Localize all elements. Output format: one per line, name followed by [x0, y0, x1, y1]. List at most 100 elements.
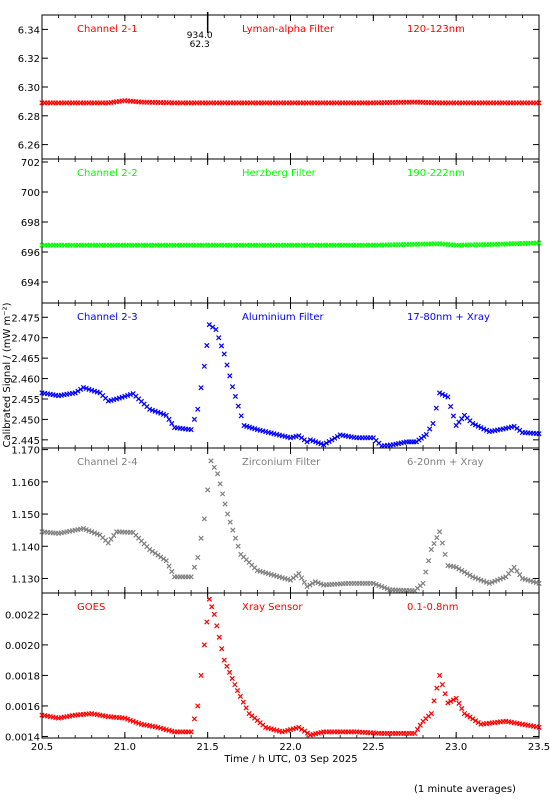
data-point: [201, 363, 207, 369]
y-tick-label: 1.150: [11, 510, 40, 521]
y-tick-label: 2.445: [11, 436, 40, 447]
data-point: [428, 710, 434, 717]
data-point: [195, 406, 201, 412]
data-point: [218, 343, 225, 349]
channel-label: Channel 2-2: [77, 168, 138, 179]
channel-label: GOES: [77, 602, 105, 613]
y-tick-label: 6.34: [18, 25, 40, 36]
filter-label: Xray Sensor: [242, 602, 303, 613]
data-point: [191, 564, 198, 570]
data-point: [152, 550, 158, 556]
data-point: [91, 530, 98, 536]
data-point: [224, 362, 230, 368]
data-point: [456, 700, 462, 707]
data-point: [464, 571, 470, 577]
data-point: [436, 672, 443, 679]
data-point: [425, 558, 432, 564]
band-label: 190-222nm: [407, 168, 465, 179]
data-point: [450, 697, 457, 703]
data-point: [216, 335, 222, 341]
data-point: [459, 567, 465, 574]
data-point: [321, 442, 327, 448]
data-point: [166, 416, 172, 423]
data-point: [208, 458, 214, 464]
data-point: [470, 420, 476, 427]
y-tick-label: 0.0016: [5, 702, 40, 713]
data-point: [169, 420, 175, 427]
data-point: [201, 516, 207, 522]
data-point: [152, 408, 158, 414]
y-tick-label: 1.140: [11, 542, 40, 553]
data-point: [464, 712, 470, 718]
data-point: [423, 569, 429, 575]
data-point: [304, 583, 310, 590]
data-point: [412, 730, 418, 737]
data-point: [108, 536, 114, 542]
x-tick-label: 20.5: [31, 742, 53, 753]
band-label: 17-80nm + Xray: [407, 312, 490, 323]
data-point: [195, 554, 201, 561]
data-point: [205, 487, 211, 493]
y-tick-label: 694: [21, 278, 40, 289]
data-point: [326, 438, 332, 445]
data-point: [486, 580, 492, 586]
data-point: [483, 427, 490, 433]
data-point: [221, 351, 227, 357]
data-point: [453, 564, 459, 570]
data-point: [439, 540, 445, 546]
data-point: [329, 437, 335, 443]
data-point: [94, 531, 100, 537]
data-point: [78, 386, 84, 392]
data-point: [483, 579, 490, 585]
data-point: [160, 556, 167, 562]
data-point: [240, 699, 246, 705]
data-point: [304, 439, 310, 445]
data-point: [227, 373, 233, 379]
data-point: [436, 390, 443, 396]
data-point: [147, 406, 153, 412]
x-tick-label: 23.5: [528, 742, 550, 753]
data-point: [147, 546, 153, 553]
channel-label: Channel 2-1: [77, 24, 138, 35]
data-point: [105, 540, 111, 546]
y-tick-label: 2.465: [11, 354, 40, 365]
y-tick-label: 6.26: [18, 141, 40, 152]
data-point: [72, 390, 78, 396]
data-point: [80, 525, 87, 532]
x-tick-label: 22.5: [362, 742, 384, 753]
data-point: [206, 322, 212, 328]
data-point: [301, 728, 308, 734]
data-point: [232, 681, 238, 688]
data-point: [224, 663, 230, 669]
band-label: 6-20nm + Xray: [407, 457, 484, 468]
data-point: [494, 577, 501, 583]
data-point: [475, 423, 481, 429]
y-tick-label: 6.30: [18, 83, 40, 94]
data-point: [86, 528, 92, 534]
filter-label: Aluminium Filter: [242, 312, 325, 323]
data-point: [211, 464, 217, 470]
y-tick-label: 0.0018: [5, 671, 40, 682]
data-point: [243, 705, 249, 711]
data-point: [89, 529, 95, 535]
data-point: [318, 581, 324, 587]
data-point: [75, 388, 81, 394]
data-point: [214, 471, 221, 477]
y-tick-label: 700: [21, 188, 40, 199]
data-point: [536, 100, 542, 106]
data-point: [381, 585, 388, 591]
data-point: [384, 586, 390, 592]
data-point: [191, 716, 198, 722]
data-point: [370, 580, 376, 586]
data-point: [448, 698, 454, 704]
data-point: [301, 579, 307, 585]
data-point: [188, 574, 194, 580]
data-point: [234, 688, 241, 694]
panel-frame: [41, 158, 540, 304]
data-point: [470, 716, 476, 722]
data-point: [433, 405, 439, 411]
y-tick-label: 696: [21, 248, 40, 259]
y-tick-label: 6.32: [18, 54, 40, 65]
data-point: [514, 568, 520, 574]
data-point: [221, 657, 227, 663]
